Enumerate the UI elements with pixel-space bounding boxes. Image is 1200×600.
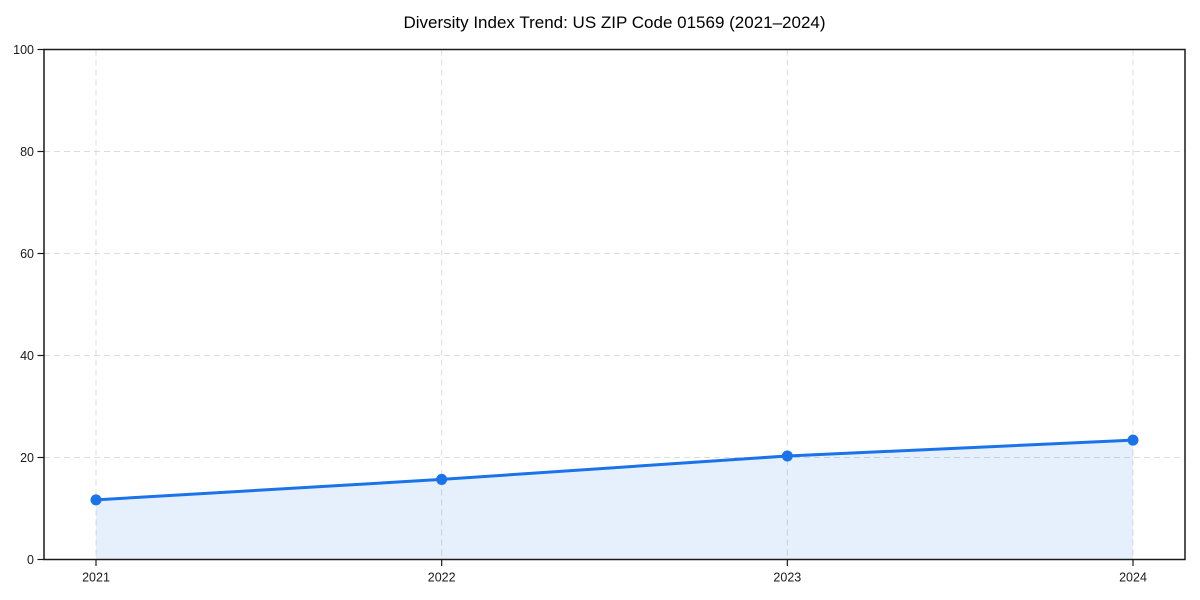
y-tick-label-80: 80 [20, 145, 34, 159]
x-tick-label-2024: 2024 [1119, 571, 1147, 585]
y-tick-label-20: 20 [20, 451, 34, 465]
trend-area-fill [96, 440, 1133, 560]
x-tick-label-2021: 2021 [82, 571, 110, 585]
plot-border [43, 48, 1186, 561]
x-tick-label-2022: 2022 [428, 571, 456, 585]
y-tick-label-60: 60 [20, 247, 34, 261]
x-tick-label-2023: 2023 [773, 571, 801, 585]
y-tick-label-0: 0 [27, 553, 34, 567]
data-point-2021 [90, 494, 102, 506]
trend-line [94, 438, 1135, 502]
data-point-2023 [781, 450, 793, 462]
chart-title: Diversity Index Trend: US ZIP Code 01569… [403, 13, 826, 32]
y-tick-label-40: 40 [20, 349, 34, 363]
data-point-2024 [1127, 434, 1139, 446]
y-tick-label-100: 100 [13, 43, 34, 57]
data-point-2022 [436, 473, 448, 485]
